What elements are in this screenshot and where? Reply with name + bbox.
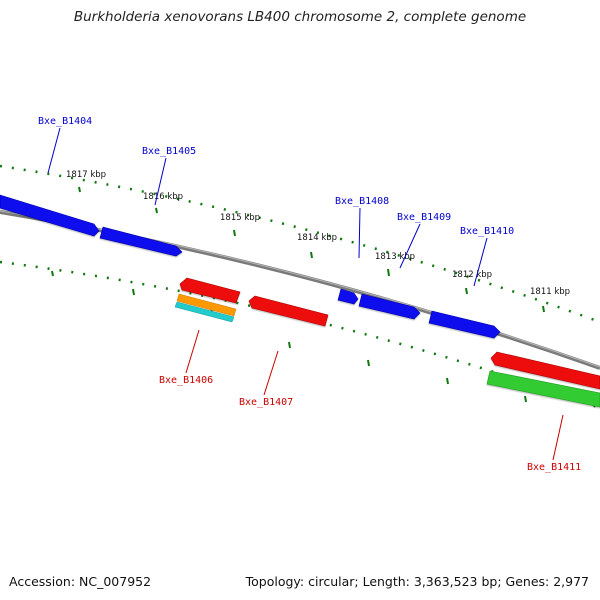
- gene-arrow-bxe-b1411[interactable]: [490, 351, 600, 390]
- major-ticks-inner: [51, 270, 527, 403]
- major-tick: [446, 377, 449, 385]
- green-feature[interactable]: [486, 370, 600, 408]
- gene-label-bxe-b1404[interactable]: Bxe_B1404: [38, 116, 92, 127]
- gene-label-bxe-b1410[interactable]: Bxe_B1410: [460, 226, 514, 237]
- major-tick: [288, 341, 291, 349]
- ruler-label: 1814 kbp: [297, 233, 337, 243]
- major-tick: [155, 207, 158, 214]
- map-title: Burkholderia xenovorans LB400 chromosome…: [73, 9, 527, 25]
- leader-line-bxe-b1411: [552, 414, 564, 461]
- major-tick: [78, 186, 81, 193]
- gene-label-bxe-b1408[interactable]: Bxe_B1408: [335, 196, 389, 207]
- gene-arrow-bxe-b1408[interactable]: [337, 288, 359, 305]
- gene-label-bxe-b1409[interactable]: Bxe_B1409: [397, 212, 451, 223]
- ruler-label: 1816 kbp: [143, 192, 183, 202]
- genome-stats-text: Topology: circular; Length: 3,363,523 bp…: [245, 574, 589, 589]
- ruler-label: 1813 kbp: [375, 252, 415, 262]
- gene-arrow-bxe-b1405[interactable]: [99, 226, 183, 257]
- leader-line-bxe-b1404: [47, 127, 61, 174]
- gene-arrow-bxe-b1406[interactable]: [179, 277, 241, 304]
- major-tick: [367, 359, 370, 367]
- leader-line-bxe-b1407: [263, 350, 279, 396]
- ruler-label: 1811 kbp: [530, 287, 570, 297]
- leader-line-bxe-b1406: [185, 329, 200, 374]
- gene-label-bxe-b1405[interactable]: Bxe_B1405: [142, 146, 196, 157]
- leader-line-bxe-b1405: [154, 157, 167, 206]
- ruler-label: 1815 kbp: [220, 213, 260, 223]
- leader-line-bxe-b1410: [473, 237, 488, 287]
- accession-text: Accession: NC_007952: [9, 574, 152, 589]
- outer-tick-ring: [0, 164, 600, 324]
- major-tick: [465, 287, 468, 295]
- gene-label-bxe-b1411[interactable]: Bxe_B1411: [527, 462, 581, 473]
- major-tick: [233, 229, 236, 237]
- gene-arrow-bxe-b1410[interactable]: [428, 310, 501, 339]
- major-tick: [51, 270, 54, 277]
- major-ticks-outer: [78, 186, 545, 313]
- gene-arrow-bxe-b1407[interactable]: [248, 295, 329, 327]
- gene-arrow-bxe-b1404[interactable]: [0, 194, 100, 237]
- major-tick: [524, 395, 527, 403]
- ruler-label: 1812 kbp: [452, 270, 492, 280]
- leader-line-bxe-b1409: [399, 223, 421, 269]
- ruler-label: 1817 kbp: [66, 170, 106, 180]
- gene-label-bxe-b1407[interactable]: Bxe_B1407: [239, 397, 293, 408]
- gene-label-bxe-b1406[interactable]: Bxe_B1406: [159, 375, 213, 386]
- leader-line-bxe-b1408: [358, 207, 361, 259]
- major-tick: [132, 288, 135, 296]
- major-tick: [310, 251, 313, 259]
- orange-feature[interactable]: [176, 293, 237, 317]
- major-tick: [387, 268, 390, 277]
- major-tick: [542, 305, 545, 313]
- cyan-feature[interactable]: [174, 301, 235, 323]
- gene-arrow-bxe-b1409[interactable]: [358, 293, 421, 320]
